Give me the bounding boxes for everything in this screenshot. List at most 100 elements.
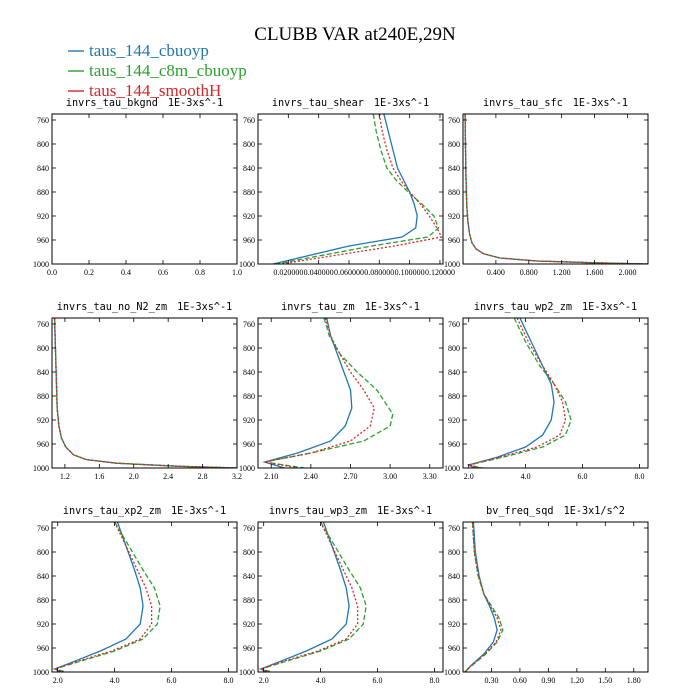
y-tick-label: 920 bbox=[243, 212, 255, 221]
panel-title: bv_freq_sqd 1E-3x1/s^2 bbox=[486, 506, 625, 517]
plot-frame bbox=[51, 113, 238, 265]
y-tick-label: 840 bbox=[243, 368, 255, 377]
y-tick-label: 800 bbox=[448, 344, 460, 353]
y-tick-label: 1000 bbox=[444, 260, 460, 269]
series-line-taus-144-cbuoyp bbox=[466, 318, 555, 468]
legend-entry: taus_144_cbuoyp bbox=[68, 41, 209, 60]
series-line-taus-144-smoothH bbox=[464, 522, 502, 672]
x-tick-label: 2.0 bbox=[259, 676, 269, 685]
plot-frame bbox=[51, 521, 238, 673]
x-tick-label: 1.200 bbox=[553, 268, 571, 277]
plot-frame bbox=[51, 317, 238, 469]
y-tick-label: 880 bbox=[448, 392, 460, 401]
series-group bbox=[466, 318, 572, 468]
x-tick-label: 2.0 bbox=[53, 676, 63, 685]
panel-title: invrs_tau_shear 1E-3xs^-1 bbox=[272, 98, 429, 109]
y-tick-label: 960 bbox=[448, 236, 460, 245]
y-tick-label: 840 bbox=[37, 572, 49, 581]
y-tick-label: 1000 bbox=[33, 668, 49, 677]
y-tick-label: 880 bbox=[243, 188, 255, 197]
x-tick-label: 8.0 bbox=[634, 472, 644, 481]
panel-title-var: invrs_tau_shear bbox=[272, 98, 364, 109]
x-tick-label: 0.040000 bbox=[304, 268, 334, 277]
y-tick-label: 800 bbox=[243, 140, 255, 149]
panel-title-var: invrs_tau_zm bbox=[281, 302, 355, 313]
y-tick-label: 880 bbox=[37, 188, 49, 197]
x-tick-label: 1.600 bbox=[586, 268, 604, 277]
x-tick-label: 2.4 bbox=[163, 472, 173, 481]
x-tick-label: 3.00 bbox=[383, 472, 397, 481]
series-line-taus-144-c8m-cbuoyp bbox=[53, 318, 237, 468]
series-group bbox=[53, 318, 237, 468]
plot-frame bbox=[257, 521, 444, 673]
panel-title-units: 1E-3xs^-1 bbox=[177, 302, 232, 313]
x-tick-label: 1.50 bbox=[598, 676, 612, 685]
x-tick-label: 0.0 bbox=[47, 268, 57, 277]
y-tick-label: 800 bbox=[243, 344, 255, 353]
panel-grid: invrs_tau_bkgnd 1E-3xs^-1 760 800 840 880 920 9… bbox=[33, 98, 649, 685]
x-tick-label: 1.20 bbox=[570, 676, 584, 685]
y-tick-label: 1000 bbox=[239, 464, 255, 473]
x-tick-label: 6.0 bbox=[373, 676, 383, 685]
legend-label: taus_144_smoothH bbox=[89, 81, 221, 100]
y-tick-label: 760 bbox=[37, 524, 49, 533]
y-tick-label: 800 bbox=[448, 548, 460, 557]
y-tick-label: 800 bbox=[448, 140, 460, 149]
y-tick-label: 1000 bbox=[33, 464, 49, 473]
y-tick-label: 1000 bbox=[444, 668, 460, 677]
x-tick-label: 2.10 bbox=[264, 472, 278, 481]
y-tick-label: 840 bbox=[448, 368, 460, 377]
y-tick-label: 840 bbox=[37, 164, 49, 173]
y-tick-label: 960 bbox=[37, 644, 49, 653]
x-tick-label: 0.800 bbox=[520, 268, 538, 277]
panel-invrs-tau-wp3-zm: invrs_tau_wp3_zm 1E-3xs^-1 760 800 840 880 920… bbox=[239, 506, 444, 685]
y-tick-label: 960 bbox=[243, 236, 255, 245]
panel-title-var: invrs_tau_sfc bbox=[483, 98, 563, 109]
legend-entry: taus_144_smoothH bbox=[68, 81, 221, 100]
x-tick-label: 0.100000 bbox=[395, 268, 425, 277]
y-tick-label: 800 bbox=[37, 344, 49, 353]
x-tick-label: 1.6 bbox=[94, 472, 104, 481]
x-tick-label: 0.4 bbox=[121, 268, 131, 277]
y-tick-label: 840 bbox=[243, 572, 255, 581]
series-group bbox=[464, 522, 504, 672]
y-tick-label: 760 bbox=[448, 116, 460, 125]
panel-title-units: 1E-3xs^-1 bbox=[374, 98, 429, 109]
x-tick-label: 0.8 bbox=[195, 268, 205, 277]
x-tick-label: 0.120000 bbox=[425, 268, 455, 277]
x-tick-label: 0.60 bbox=[513, 676, 527, 685]
panel-bv-freq-sqd: bv_freq_sqd 1E-3x1/s^2 760 800 840 880 920 960 1… bbox=[444, 506, 649, 685]
series-line-taus-144-smoothH bbox=[53, 318, 237, 468]
panel-title: invrs_tau_no_N2_zm 1E-3xs^-1 bbox=[57, 302, 233, 313]
y-tick-label: 960 bbox=[243, 440, 255, 449]
panel-title: invrs_tau_zm 1E-3xs^-1 bbox=[281, 302, 420, 313]
x-tick-label: 2.000 bbox=[618, 268, 636, 277]
y-tick-label: 1000 bbox=[33, 260, 49, 269]
y-tick-label: 960 bbox=[448, 644, 460, 653]
x-tick-label: 3.30 bbox=[423, 472, 437, 481]
series-line-taus-144-cbuoyp bbox=[259, 522, 350, 672]
series-line-taus-144-c8m-cbuoyp bbox=[464, 522, 504, 672]
y-tick-label: 920 bbox=[448, 416, 460, 425]
legend: taus_144_cbuoyptaus_144_c8m_cbuoyptaus_1… bbox=[68, 41, 247, 100]
panel-title-var: invrs_tau_wp2_zm bbox=[474, 302, 572, 313]
y-tick-label: 760 bbox=[448, 524, 460, 533]
y-tick-label: 880 bbox=[243, 596, 255, 605]
x-tick-label: 2.0 bbox=[129, 472, 139, 481]
y-tick-label: 960 bbox=[243, 644, 255, 653]
series-line-taus-144-c8m-cbuoyp bbox=[468, 318, 572, 468]
y-tick-label: 880 bbox=[448, 596, 460, 605]
x-tick-label: 6.0 bbox=[578, 472, 588, 481]
series-group bbox=[52, 522, 161, 672]
plot-frame bbox=[462, 113, 649, 265]
x-tick-label: 4.0 bbox=[316, 676, 326, 685]
panel-invrs-tau-sfc: invrs_tau_sfc 1E-3xs^-1 760 800 840 880 920 960… bbox=[444, 98, 649, 277]
series-line-taus-144-cbuoyp bbox=[262, 318, 353, 468]
panel-title: invrs_tau_bkgnd 1E-3xs^-1 bbox=[66, 98, 223, 109]
series-line-taus-144-smoothH bbox=[264, 318, 375, 468]
panel-invrs-tau-bkgnd: invrs_tau_bkgnd 1E-3xs^-1 760 800 840 880 920 9… bbox=[33, 98, 242, 277]
panel-title-units: 1E-3xs^-1 bbox=[168, 98, 223, 109]
y-tick-label: 800 bbox=[37, 548, 49, 557]
panel-title: invrs_tau_sfc 1E-3xs^-1 bbox=[483, 98, 628, 109]
